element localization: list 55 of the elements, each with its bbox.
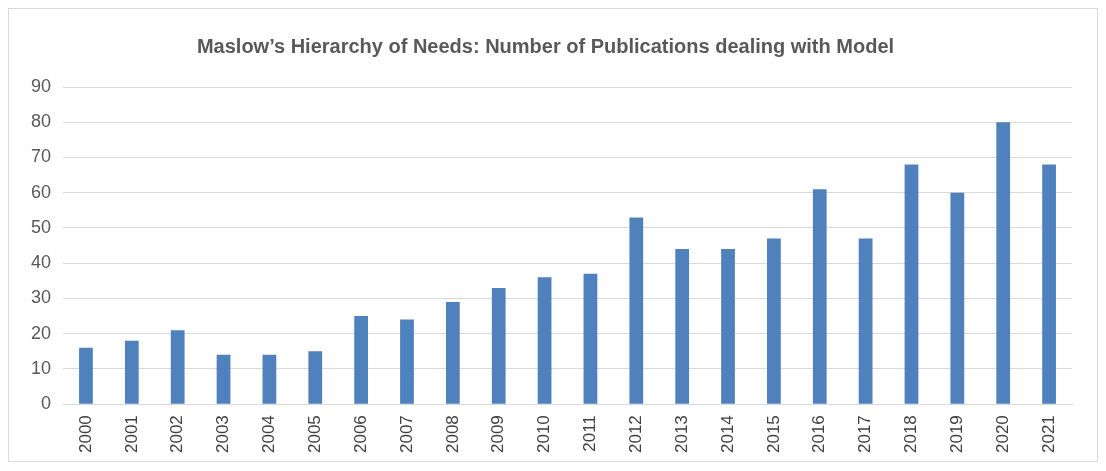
x-tick-label: 2004 [259,415,279,454]
bar [445,301,460,404]
bar [170,330,185,404]
bar [721,249,735,404]
x-tick-label: 2019 [947,415,967,454]
x-tick-label: 2013 [671,415,691,454]
y-tick-label: 80 [30,111,52,132]
y-tick-label: 50 [30,216,52,237]
bar [124,340,139,404]
x-tick-label: 2021 [1038,415,1058,454]
y-tick-label: 70 [30,146,52,167]
x-tick-label: 2012 [625,415,645,454]
x-tick-label: 2007 [396,415,416,454]
x-tick-label: 2001 [121,415,141,454]
bar [858,238,873,404]
bar [629,217,644,404]
bar [812,189,827,404]
x-tick-label: 2000 [75,415,95,454]
x-tick-label: 2020 [992,415,1012,454]
x-tick-label: 2016 [809,415,829,454]
x-tick-label: 2015 [763,415,783,454]
y-tick-label: 20 [30,322,52,343]
bar [1042,164,1056,404]
x-tick-label: 2006 [350,415,370,454]
y-tick-label: 40 [30,252,52,273]
bar [537,277,552,404]
x-tick-label: 2010 [534,415,554,454]
y-tick-label: 30 [30,287,52,308]
bar [400,319,414,404]
bar [308,351,323,404]
y-tick-label: 60 [30,181,52,202]
x-tick-label: 2003 [213,415,233,454]
bar [491,287,506,404]
x-tick-label: 2014 [717,415,737,454]
bar [583,273,598,404]
x-tick-label: 2018 [901,415,921,454]
x-tick-label: 2017 [855,415,875,454]
bar [79,347,93,404]
bar [675,249,690,404]
y-tick-label: 10 [30,357,52,378]
bar [767,238,781,404]
y-tick-label: 90 [30,75,52,96]
bar [996,122,1011,404]
bar [262,354,277,404]
x-tick-label: 2009 [488,415,508,454]
bar [950,192,965,404]
chart-title: Maslow’s Hierarchy of Needs: Number of Publications dealing with Model [196,34,895,57]
x-tick-label: 2008 [442,415,462,454]
x-tick-label: 2002 [167,415,187,454]
x-tick-label: 2005 [304,415,324,454]
bar [904,164,919,404]
bar [354,316,369,404]
y-tick-label: 0 [41,393,52,414]
x-tick-label: 2011 [580,415,600,452]
bar [216,354,231,404]
